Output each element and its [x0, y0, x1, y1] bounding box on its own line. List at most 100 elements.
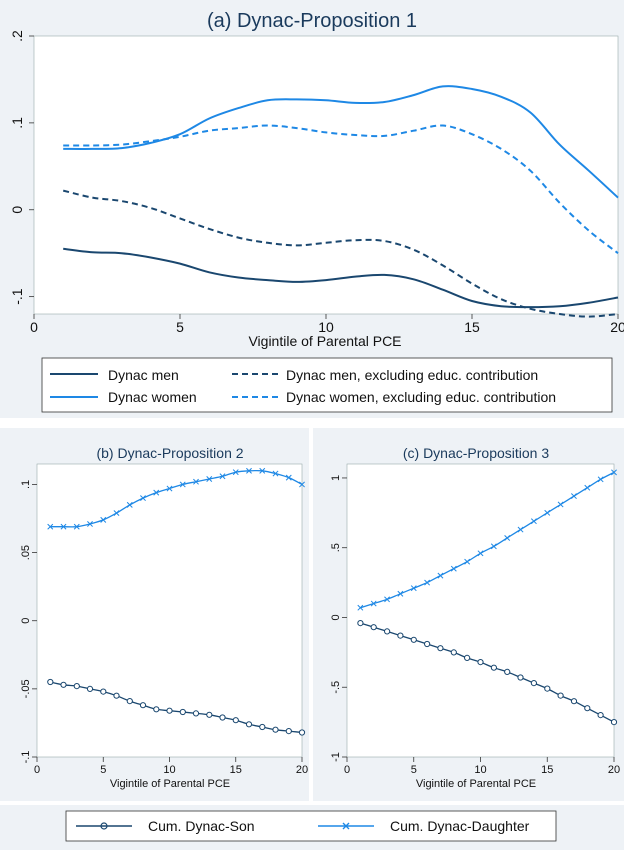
- panel-a-y-tick-label: .2: [9, 30, 25, 42]
- panel-c-y-tick-label: 0: [330, 614, 342, 620]
- panel-a-y-tick-label: 0: [9, 206, 25, 214]
- panel-c-point-son: [544, 685, 551, 692]
- panel-a-series-line-0: [63, 247, 619, 309]
- panel-c-point-son: [610, 719, 618, 726]
- panel-b-point-daughter: [153, 489, 160, 496]
- panel-b-y-tick-label: .1: [20, 480, 32, 489]
- panel-b-point-daughter: [140, 495, 146, 502]
- panel-b-point-son: [245, 721, 253, 728]
- panel-b-point-son: [153, 706, 160, 713]
- panel-c-point-son: [437, 645, 444, 652]
- panel-b-x-tick-label: 15: [230, 764, 242, 776]
- panel-a-x-tick-label: 20: [610, 319, 624, 335]
- panel-b-point-son: [272, 726, 279, 733]
- panel-a-legend: [41, 357, 613, 413]
- panel-c-point-daughter: [530, 518, 537, 525]
- panel-b-point-son: [86, 685, 94, 693]
- panel-c-y-tick-label: 1: [330, 475, 342, 481]
- panel-c-point-daughter: [477, 550, 484, 557]
- panel-b-point-son: [126, 698, 133, 705]
- panel-b-x-axis-label: Vigintile of Parental PCE: [110, 778, 230, 790]
- panel-c-point-son: [410, 636, 417, 643]
- panel-a-x-tick-label: 0: [30, 319, 38, 335]
- panel-c-point-son: [584, 705, 591, 712]
- legend-label-son: Cum. Dynac-Son: [148, 818, 255, 834]
- panel-b-point-daughter: [193, 478, 199, 485]
- panel-c-point-daughter: [544, 509, 551, 516]
- panel-c-plot-area: [346, 463, 615, 758]
- panel-b-point-daughter: [47, 523, 54, 530]
- legend-entry-dynac-men: Dynac men: [50, 367, 179, 383]
- panel-b-x-tick-label: 5: [100, 764, 106, 776]
- panel-b-point-daughter: [232, 469, 239, 476]
- panel-c-point-daughter: [517, 526, 524, 533]
- panel-b-point-son: [232, 717, 239, 724]
- panel-c-title: (c) Dynac-Proposition 3: [403, 445, 549, 461]
- panel-b-point-son: [179, 708, 186, 716]
- panel-c-point-son: [464, 654, 471, 662]
- panel-c-point-daughter: [490, 543, 497, 550]
- panel-a-title: (a) Dynac-Proposition 1: [207, 10, 417, 32]
- panel-c-x-tick-label: 5: [411, 764, 417, 776]
- panel-c-y-tick-label: -1: [330, 752, 342, 762]
- panel-c-point-daughter: [370, 600, 377, 607]
- panel-c-point-daughter: [410, 585, 417, 592]
- legend-label-dynac-women-excl: Dynac women, excluding educ. contributio…: [286, 389, 556, 405]
- panel-c-x-axis-label: Vigintile of Parental PCE: [416, 778, 536, 790]
- panel-c-point-daughter: [557, 501, 564, 508]
- legend-label-dynac-women: Dynac women: [108, 389, 197, 405]
- panel-c-point-son: [450, 649, 457, 656]
- panel-a-y-tick-label: -.1: [9, 288, 25, 305]
- legend-entry-dynac-women-excl: Dynac women, excluding educ. contributio…: [232, 389, 556, 405]
- panel-c-point-son: [570, 698, 578, 705]
- panel-b-point-son: [113, 692, 120, 699]
- legend-label-daughter: Cum. Dynac-Daughter: [390, 818, 530, 834]
- panel-b-point-son: [192, 710, 200, 717]
- panel-b-point-daughter: [272, 470, 279, 477]
- legend-marker-son: [100, 822, 108, 830]
- legend-entry-son: Cum. Dynac-Son: [76, 818, 255, 834]
- panel-b-point-son: [219, 714, 226, 721]
- panel-b-y-tick-label: 0: [20, 618, 32, 624]
- panel-c-point-daughter: [357, 604, 364, 611]
- panel-c-point-son: [424, 640, 431, 648]
- panel-a-series-line-2: [63, 85, 619, 199]
- panel-b-point-daughter: [166, 485, 173, 492]
- panel-b-x-tick-label: 20: [296, 764, 308, 776]
- panel-c-point-daughter: [450, 565, 457, 572]
- panel-b-point-son: [285, 728, 292, 735]
- panel-b-point-daughter: [259, 467, 266, 474]
- panel-b-x-tick-label: 0: [34, 764, 40, 776]
- panel-b-point-daughter: [60, 523, 67, 530]
- panel-b-point-son: [73, 683, 80, 690]
- legend-entry-daughter: Cum. Dynac-Daughter: [318, 818, 530, 834]
- panel-c-point-son: [597, 712, 604, 719]
- panel-b-point-daughter: [179, 481, 186, 488]
- panel-b-point-daughter: [299, 481, 305, 488]
- panel-b-plot: 0 5 10 15 20 .1 .05 0 -.05 -.1: [20, 467, 308, 776]
- panel-b-x-tick-label: 10: [163, 764, 175, 776]
- panel-a-plot-area: [33, 35, 619, 315]
- legend-entry-dynac-women: Dynac women: [50, 389, 197, 405]
- panel-c-point-son: [557, 692, 564, 699]
- panel-b-point-daughter: [285, 474, 292, 481]
- panel-b-point-son: [206, 711, 213, 718]
- panel-c-point-son: [490, 664, 497, 671]
- panel-b-point-son: [166, 707, 173, 714]
- panel-c-point-daughter: [504, 534, 511, 541]
- panel-c-point-son: [384, 628, 391, 635]
- panel-a-y-tick-label: .1: [9, 117, 25, 129]
- panel-c-y-tick-label: .5: [330, 543, 342, 552]
- panel-c-point-daughter: [597, 476, 604, 483]
- panel-b-point-son: [139, 702, 147, 709]
- panel-b-point-daughter: [100, 516, 107, 523]
- legend-entry-dynac-men-excl: Dynac men, excluding educ. contribution: [232, 367, 538, 383]
- panel-b-series-line-1: [50, 469, 303, 528]
- panel-c-plot: 0 5 10 15 20 1 .5 0 -.5 -1: [330, 469, 620, 776]
- panel-b-point-daughter: [126, 501, 133, 508]
- panel-a-series-line-1: [62, 189, 619, 318]
- panel-b-point-daughter: [219, 473, 226, 480]
- panel-c-point-son: [397, 632, 404, 639]
- panel-c-point-daughter: [464, 558, 471, 565]
